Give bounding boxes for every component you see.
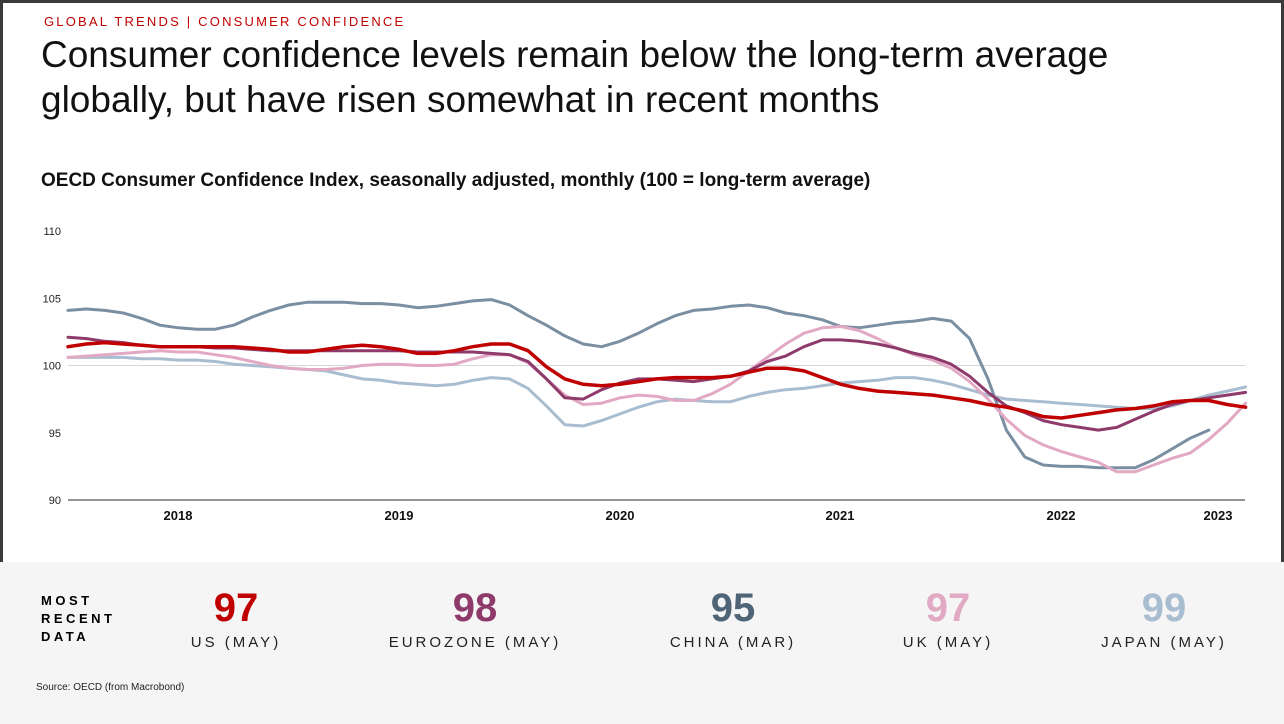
source-note: Source: OECD (from Macrobond) — [36, 682, 185, 693]
x-tick-label: 2023 — [1204, 508, 1233, 523]
stat-label: UK (MAY) — [902, 634, 994, 651]
series-line-japan — [66, 355, 1248, 428]
stat-value: 99 — [1141, 586, 1187, 630]
stat-value: 95 — [710, 586, 756, 630]
series-line-china — [66, 298, 1211, 470]
stat-eurozone: 98 EUROZONE (MAY) — [355, 584, 595, 651]
stat-value: 97 — [925, 586, 971, 630]
y-tick-label: 90 — [49, 495, 61, 507]
stat-value: 98 — [452, 586, 498, 630]
x-tick-label: 2021 — [826, 508, 855, 523]
y-tick-label: 95 — [49, 428, 61, 440]
stat-japan: 99 JAPAN (MAY) — [1044, 584, 1284, 651]
summary-panel: MOST RECENT DATA 97 US (MAY) 98 EUROZONE… — [0, 562, 1284, 724]
x-tick-label: 2020 — [606, 508, 635, 523]
stat-value: 97 — [213, 586, 259, 630]
y-tick-label: 100 — [43, 361, 61, 373]
stat-uk: 97 UK (MAY) — [828, 584, 1068, 651]
chart-title: OECD Consumer Confidence Index, seasonal… — [41, 170, 871, 191]
label-line: MOST — [41, 593, 93, 608]
x-tick-label: 2022 — [1047, 508, 1076, 523]
stat-label: CHINA (MAR) — [669, 634, 797, 651]
label-line: DATA — [41, 629, 90, 644]
most-recent-data-label: MOST RECENT DATA — [41, 592, 115, 646]
line-chart: 90 95 100 105 110 2018 2019 2020 2021 2022 2023 — [43, 226, 1248, 523]
x-tick-label: 2019 — [385, 508, 414, 523]
page-title: Consumer confidence levels remain below … — [41, 34, 1109, 120]
stat-us: 97 US (MAY) — [116, 584, 356, 651]
y-tick-label: 110 — [43, 226, 61, 238]
stat-label: JAPAN (MAY) — [1101, 634, 1227, 651]
series-line-uk — [66, 325, 1248, 474]
stat-label: EUROZONE (MAY) — [388, 634, 562, 651]
section-kicker: GLOBAL TRENDS | CONSUMER CONFIDENCE — [44, 14, 406, 29]
series-line-us — [66, 340, 1248, 420]
y-tick-label: 105 — [43, 293, 61, 305]
x-tick-label: 2018 — [164, 508, 193, 523]
label-line: RECENT — [41, 611, 116, 626]
stat-china: 95 CHINA (MAR) — [613, 584, 853, 651]
stat-label: US (MAY) — [190, 634, 282, 651]
